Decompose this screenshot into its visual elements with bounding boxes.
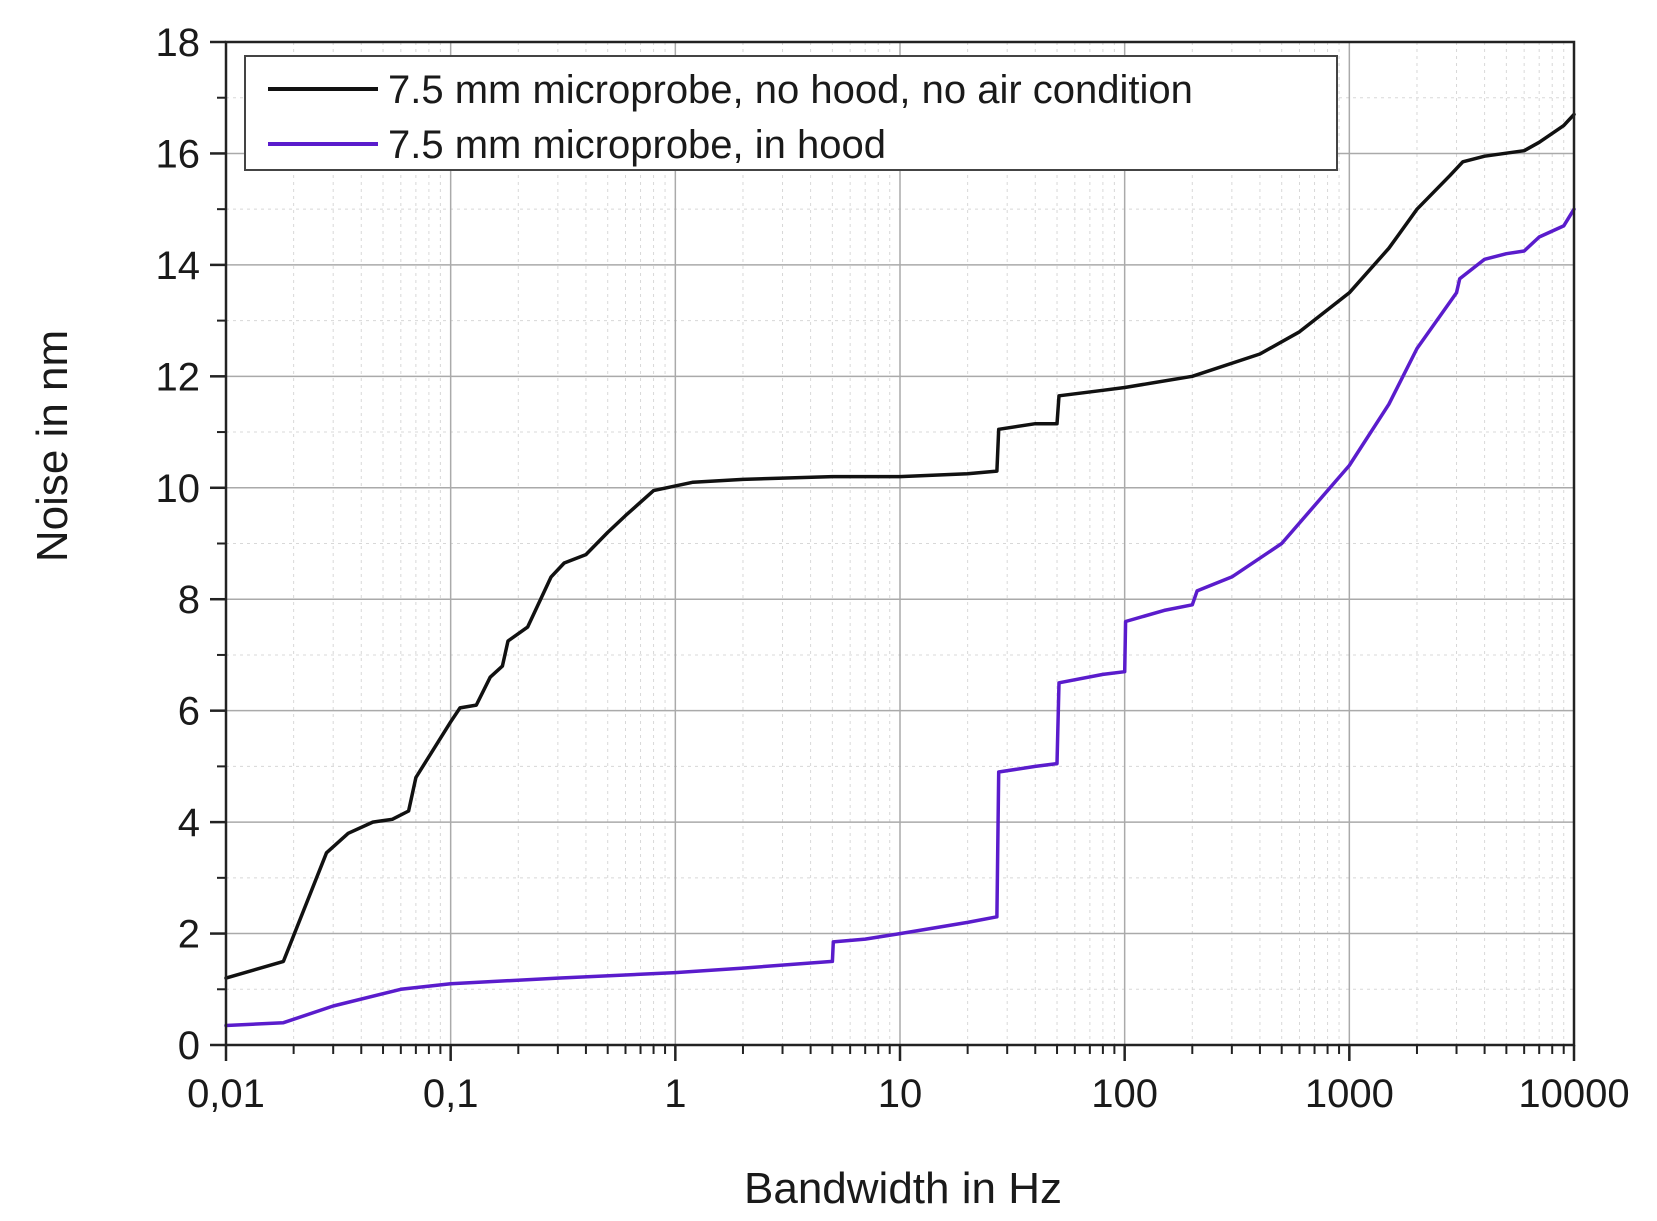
y-tick-label: 6 (178, 690, 200, 734)
legend-box (244, 55, 1338, 171)
y-tick-label: 0 (178, 1024, 200, 1068)
y-axis-title: Noise in nm (28, 330, 77, 562)
x-tick-label: 1 (664, 1072, 686, 1116)
y-tick-label: 16 (156, 132, 201, 176)
series-line-no-hood (224, 112, 1576, 980)
y-tick-label: 4 (178, 801, 200, 845)
series-line-in-hood (224, 207, 1576, 1028)
y-tick-label: 12 (156, 355, 201, 399)
x-axis-title: Bandwidth in Hz (744, 1164, 1062, 1213)
x-tick-label: 10 (878, 1072, 923, 1116)
legend-label-in-hood: 7.5 mm microprobe, in hood (388, 123, 886, 167)
y-tick-label: 18 (156, 21, 201, 65)
x-tick-label: 0,01 (187, 1072, 265, 1116)
x-tick-label: 0,1 (423, 1072, 479, 1116)
y-tick-label: 14 (156, 244, 201, 288)
y-tick-label: 2 (178, 913, 200, 957)
axes-layer: 0,01 0,1 1 10 100 1000 10000 0 2 4 6 8 10 12 14 16 18 (156, 21, 1630, 1116)
x-tick-label: 10000 (1518, 1072, 1629, 1116)
y-tick-label: 8 (178, 578, 200, 622)
y-tick-label: 10 (156, 467, 201, 511)
x-tick-label: 100 (1091, 1072, 1158, 1116)
legend: 7.5 mm microprobe, no hood, no air condi… (244, 55, 1338, 171)
x-tick-label: 1000 (1305, 1072, 1394, 1116)
plot-frame (224, 40, 1576, 1047)
series-layer (224, 112, 1576, 1028)
legend-label-no-hood: 7.5 mm microprobe, no hood, no air condi… (388, 68, 1193, 112)
